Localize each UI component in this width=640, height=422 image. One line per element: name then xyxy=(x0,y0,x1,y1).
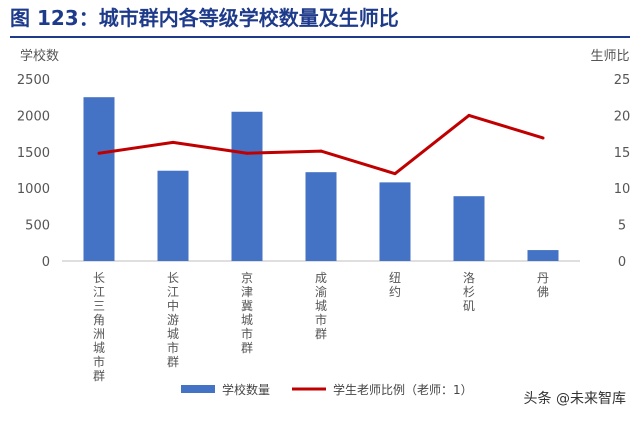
bar xyxy=(453,196,485,261)
y-tick-left: 2000 xyxy=(17,109,50,124)
category-label: 洛杉矶 xyxy=(463,270,475,313)
category-label: 丹佛 xyxy=(537,271,549,299)
legend-swatch-bar xyxy=(181,385,215,393)
bar xyxy=(231,111,263,261)
y-axis-right-ticks: 0 5 10 15 20 25 xyxy=(614,73,631,270)
bar-series xyxy=(83,97,559,261)
category-label: 成渝城市群 xyxy=(315,271,327,341)
y-tick-right: 20 xyxy=(614,109,631,124)
title-divider xyxy=(10,36,630,38)
y-tick-left: 500 xyxy=(25,219,50,234)
y-axis-right-label: 生师比 xyxy=(590,49,629,64)
watermark: 头条 @未来智库 xyxy=(523,391,626,407)
y-tick-right: 15 xyxy=(614,146,631,161)
y-tick-left: 0 xyxy=(42,255,50,270)
line-point xyxy=(171,140,175,144)
x-axis-categories: 长江三角洲城市群 长江中游城市群 京津冀城市群 成渝城市群 纽约 洛杉矶 丹佛 xyxy=(93,270,549,383)
bar xyxy=(157,170,189,261)
category-label: 纽约 xyxy=(389,271,401,299)
y-tick-left: 2500 xyxy=(17,73,50,88)
category-label: 长江三角洲城市群 xyxy=(93,271,105,383)
legend: 学校数量 学生老师比例（老师：1） xyxy=(181,382,473,397)
y-axis-left-label: 学校数 xyxy=(20,48,59,64)
line-point xyxy=(541,136,545,140)
bar xyxy=(379,182,411,261)
bar xyxy=(527,250,559,261)
legend-label-line: 学生老师比例（老师：1） xyxy=(333,382,473,397)
y-tick-left: 1000 xyxy=(17,182,50,197)
bar xyxy=(83,97,115,261)
line-series xyxy=(97,113,545,176)
y-axis-left-ticks: 0 500 1000 1500 2000 2500 xyxy=(17,73,50,270)
category-label: 京津冀城市群 xyxy=(241,271,253,355)
chart-title: 图 123：城市群内各等级学校数量及生师比 xyxy=(10,6,399,30)
line-point xyxy=(467,113,471,117)
y-tick-right: 0 xyxy=(618,255,626,270)
line-point xyxy=(97,151,101,155)
y-tick-right: 5 xyxy=(618,219,626,234)
line-point xyxy=(245,151,249,155)
y-tick-left: 1500 xyxy=(17,146,50,161)
y-tick-right: 25 xyxy=(614,73,631,88)
legend-label-bar: 学校数量 xyxy=(222,382,270,397)
category-label: 长江中游城市群 xyxy=(167,271,179,369)
line-path xyxy=(98,113,544,176)
bar xyxy=(305,172,337,261)
y-tick-right: 10 xyxy=(614,182,631,197)
line-point xyxy=(393,172,397,176)
line-point xyxy=(319,149,323,153)
